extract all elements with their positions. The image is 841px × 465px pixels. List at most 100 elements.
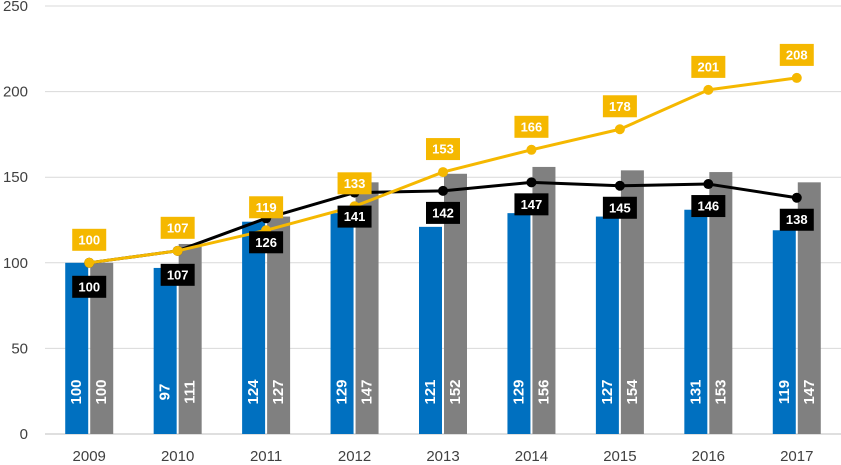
bar [178,243,202,434]
point-value-label: 138 [786,212,808,227]
line-marker [526,144,537,155]
point-label-box [426,201,460,224]
point-label-box [779,208,814,231]
bar-value-label: 124 [245,379,262,405]
point-value-label: 100 [78,232,100,247]
point-label-box [602,95,637,118]
bar-value-label: 152 [447,379,464,404]
x-tick-label: 2014 [515,448,548,465]
point-label-box [72,275,107,298]
point-label-box [160,216,195,239]
bar [65,262,89,434]
point-label-box [514,193,549,216]
bar [419,226,442,434]
point-value-label: 153 [432,142,454,157]
point-value-label: 201 [697,59,719,74]
point-value-label: 133 [344,176,366,191]
point-value-label: 107 [167,267,189,282]
point-value-label: 147 [521,197,543,212]
bar-value-label: 156 [535,379,552,404]
bar [684,209,708,434]
data-labels: 100 100 107 107 119 126 133 141 153 142 166 147 178 1… [72,43,814,298]
x-tick-label: 2017 [780,448,813,465]
bar-value-label: 111 [182,380,199,403]
bar-value-label: 127 [599,379,616,404]
bar [267,216,291,434]
bar [532,166,556,435]
point-value-label: 166 [521,119,543,134]
bar [772,230,796,434]
bar-value-label: 129 [334,379,351,404]
line-marker [703,84,714,95]
line-marker [614,124,625,135]
line-marker [791,72,802,83]
x-tick-label: 2015 [603,448,636,465]
bar [620,170,644,435]
line-marker [703,179,714,190]
point-value-label: 145 [609,200,631,215]
point-label-box [779,43,814,66]
point-label-box [249,231,284,254]
bar [709,172,733,434]
x-tick-label: 2013 [426,448,459,465]
point-label-box [602,196,637,219]
bar-value-label: 129 [510,379,527,404]
x-tick-label: 2010 [161,448,194,465]
bar-value-label: 153 [712,379,729,404]
point-label-box [337,205,372,228]
point-value-label: 107 [167,220,189,235]
gridlines [45,5,841,435]
bar [595,216,619,434]
bar-value-label: 147 [359,379,376,404]
bar-value-label: 100 [68,379,85,404]
point-label-box [72,228,107,251]
y-tick-label: 0 [20,426,28,443]
point-label-box [160,263,195,286]
y-tick-label: 200 [3,84,28,101]
y-tick-label: 100 [3,255,28,272]
point-label-box [337,172,372,195]
line-marker [438,185,448,196]
lines [84,72,802,268]
bars: 100 97 124 129 121 129 127 131 119 100 111 127 147 15… [65,166,821,435]
y-tick-label: 50 [11,340,28,357]
point-value-label: 178 [609,99,631,114]
bar [330,213,354,434]
bar [90,262,114,434]
bar-value-label: 97 [157,384,174,401]
point-value-label: 100 [78,279,100,294]
bar [153,267,177,434]
bar [242,221,266,434]
bar [797,182,821,434]
x-tick-label: 2011 [250,448,282,465]
point-value-label: 146 [697,199,719,214]
y-tick-label: 250 [3,0,28,15]
bar [444,173,467,434]
bar [507,213,531,434]
point-value-label: 141 [344,209,366,224]
bar [355,182,379,434]
bar-value-label: 127 [270,379,287,404]
bar-value-label: 119 [776,380,793,404]
point-value-label: 208 [786,47,808,62]
line-marker [438,167,448,178]
line-marker [172,245,183,256]
bar-value-label: 154 [624,379,641,405]
point-value-label: 119 [256,200,277,215]
point-label-box [249,196,284,219]
x-tick-label: 2009 [73,448,106,465]
line-marker [791,192,802,203]
y-axis: 0 50 100 150 200 250 [3,0,28,443]
bar-value-label: 147 [801,379,818,404]
point-label-box [691,55,726,78]
line-marker [614,180,625,191]
x-tick-label: 2012 [338,448,371,465]
bar-value-label: 100 [93,379,110,404]
bar-value-label: 121 [422,379,439,404]
point-value-label: 126 [255,235,277,250]
point-value-label: 142 [432,205,454,220]
bar-value-label: 131 [687,379,704,404]
point-label-box [691,195,726,218]
x-tick-label: 2016 [692,448,725,465]
